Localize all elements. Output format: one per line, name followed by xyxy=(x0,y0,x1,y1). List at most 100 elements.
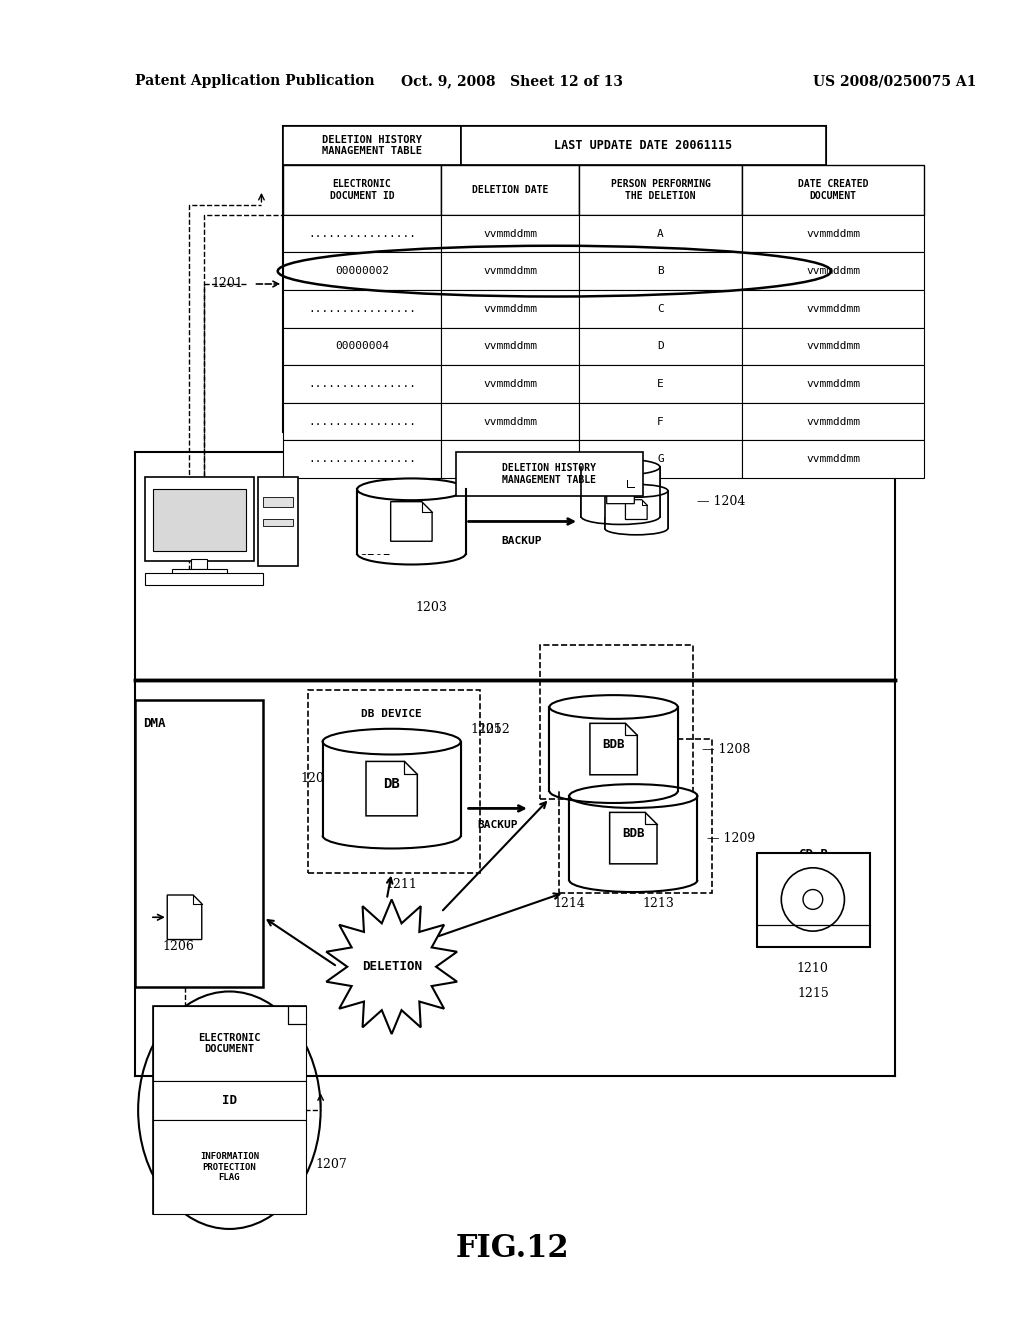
Text: ................: ................ xyxy=(308,454,416,465)
Bar xyxy=(569,796,697,880)
Ellipse shape xyxy=(581,459,659,475)
Text: PERSON PERFORMING
THE DELETION: PERSON PERFORMING THE DELETION xyxy=(610,180,711,201)
Text: 1207: 1207 xyxy=(301,772,333,785)
Polygon shape xyxy=(391,502,432,541)
Text: D: D xyxy=(657,342,664,351)
Bar xyxy=(441,215,580,252)
Bar xyxy=(284,327,441,366)
Bar xyxy=(153,488,246,552)
Text: G: G xyxy=(657,454,664,465)
Text: 1215: 1215 xyxy=(797,986,828,999)
Bar xyxy=(357,490,466,553)
Text: DB: DB xyxy=(383,776,400,791)
Text: Patent Application Publication: Patent Application Publication xyxy=(135,74,375,88)
Bar xyxy=(741,290,925,327)
Text: DMA: DMA xyxy=(143,717,166,730)
Text: 1203: 1203 xyxy=(415,601,447,614)
Text: DB DEVICE: DB DEVICE xyxy=(361,709,422,719)
Text: vvmmddmm: vvmmddmm xyxy=(806,417,860,426)
Bar xyxy=(145,477,254,561)
Bar xyxy=(581,467,659,516)
Bar xyxy=(580,403,741,441)
Bar xyxy=(580,165,741,215)
Text: DELETION: DELETION xyxy=(361,960,422,973)
Ellipse shape xyxy=(323,729,461,755)
Bar xyxy=(741,252,925,290)
Text: ................: ................ xyxy=(308,228,416,239)
Text: vvmmddmm: vvmmddmm xyxy=(483,342,537,351)
Text: vvmmddmm: vvmmddmm xyxy=(483,379,537,389)
Text: — 1209: — 1209 xyxy=(708,832,756,845)
Bar xyxy=(145,573,263,585)
Text: DELETION HISTORY
MANAGEMENT TABLE: DELETION HISTORY MANAGEMENT TABLE xyxy=(322,135,422,156)
Polygon shape xyxy=(366,762,418,816)
Bar xyxy=(461,125,825,165)
Text: B: B xyxy=(657,267,664,276)
Text: DB DEVICE: DB DEVICE xyxy=(381,459,441,469)
Bar xyxy=(284,125,825,433)
Bar xyxy=(580,252,741,290)
Bar xyxy=(580,366,741,403)
Text: A: A xyxy=(657,228,664,239)
Ellipse shape xyxy=(569,784,697,808)
Bar xyxy=(741,215,925,252)
Bar xyxy=(135,700,263,986)
Ellipse shape xyxy=(550,696,678,719)
Bar xyxy=(757,853,870,946)
Text: 00000002: 00000002 xyxy=(335,267,389,276)
Text: ELECTRONIC
DOCUMENT: ELECTRONIC DOCUMENT xyxy=(198,1032,261,1055)
Text: 1206: 1206 xyxy=(163,940,195,953)
Text: vvmmddmm: vvmmddmm xyxy=(806,379,860,389)
Bar xyxy=(284,125,461,165)
Polygon shape xyxy=(609,812,657,863)
Bar xyxy=(263,519,293,527)
Bar xyxy=(441,441,580,478)
Text: — 1204: — 1204 xyxy=(697,495,745,508)
Text: ELECTRONIC
DOCUMENT ID: ELECTRONIC DOCUMENT ID xyxy=(330,180,394,201)
Polygon shape xyxy=(590,723,637,775)
Bar xyxy=(550,708,678,791)
Bar xyxy=(741,441,925,478)
Text: LAST UPDATE DATE 20061115: LAST UPDATE DATE 20061115 xyxy=(554,139,732,152)
Bar xyxy=(263,496,293,507)
Text: 1201: 1201 xyxy=(212,277,244,290)
Bar xyxy=(741,366,925,403)
Bar xyxy=(441,290,580,327)
Bar xyxy=(284,290,441,327)
Bar xyxy=(559,739,713,892)
Text: FIG.12: FIG.12 xyxy=(456,1233,568,1265)
Text: 1210: 1210 xyxy=(797,962,828,974)
Bar xyxy=(153,1081,306,1121)
Bar xyxy=(172,569,227,577)
Text: US 2008/0250075 A1: US 2008/0250075 A1 xyxy=(813,74,977,88)
Bar xyxy=(580,290,741,327)
Text: DELETION HISTORY
MANAGEMENT TABLE: DELETION HISTORY MANAGEMENT TABLE xyxy=(503,463,597,484)
Polygon shape xyxy=(327,899,457,1034)
Bar xyxy=(284,366,441,403)
Text: vvmmddmm: vvmmddmm xyxy=(806,304,860,314)
Text: vvmmddmm: vvmmddmm xyxy=(806,228,860,239)
Text: 00000004: 00000004 xyxy=(335,342,389,351)
Bar xyxy=(741,403,925,441)
Text: DELETION DATE: DELETION DATE xyxy=(472,185,548,195)
Bar xyxy=(441,403,580,441)
Bar xyxy=(258,477,298,566)
Bar xyxy=(580,327,741,366)
Bar xyxy=(323,742,461,836)
Bar xyxy=(441,327,580,366)
Text: ................: ................ xyxy=(308,304,416,314)
Text: 1202: 1202 xyxy=(359,545,391,557)
Bar xyxy=(191,560,207,569)
Text: C: C xyxy=(657,304,664,314)
Text: vvmmddmm: vvmmddmm xyxy=(483,228,537,239)
Bar xyxy=(153,1006,306,1081)
Bar xyxy=(284,252,441,290)
Text: vvmmddmm: vvmmddmm xyxy=(483,417,537,426)
Bar xyxy=(540,645,692,799)
Polygon shape xyxy=(626,500,647,520)
Text: F: F xyxy=(657,417,664,426)
Ellipse shape xyxy=(605,484,668,498)
Text: 1211: 1211 xyxy=(386,878,418,891)
Text: 1213: 1213 xyxy=(642,898,674,911)
Bar xyxy=(153,1121,306,1214)
